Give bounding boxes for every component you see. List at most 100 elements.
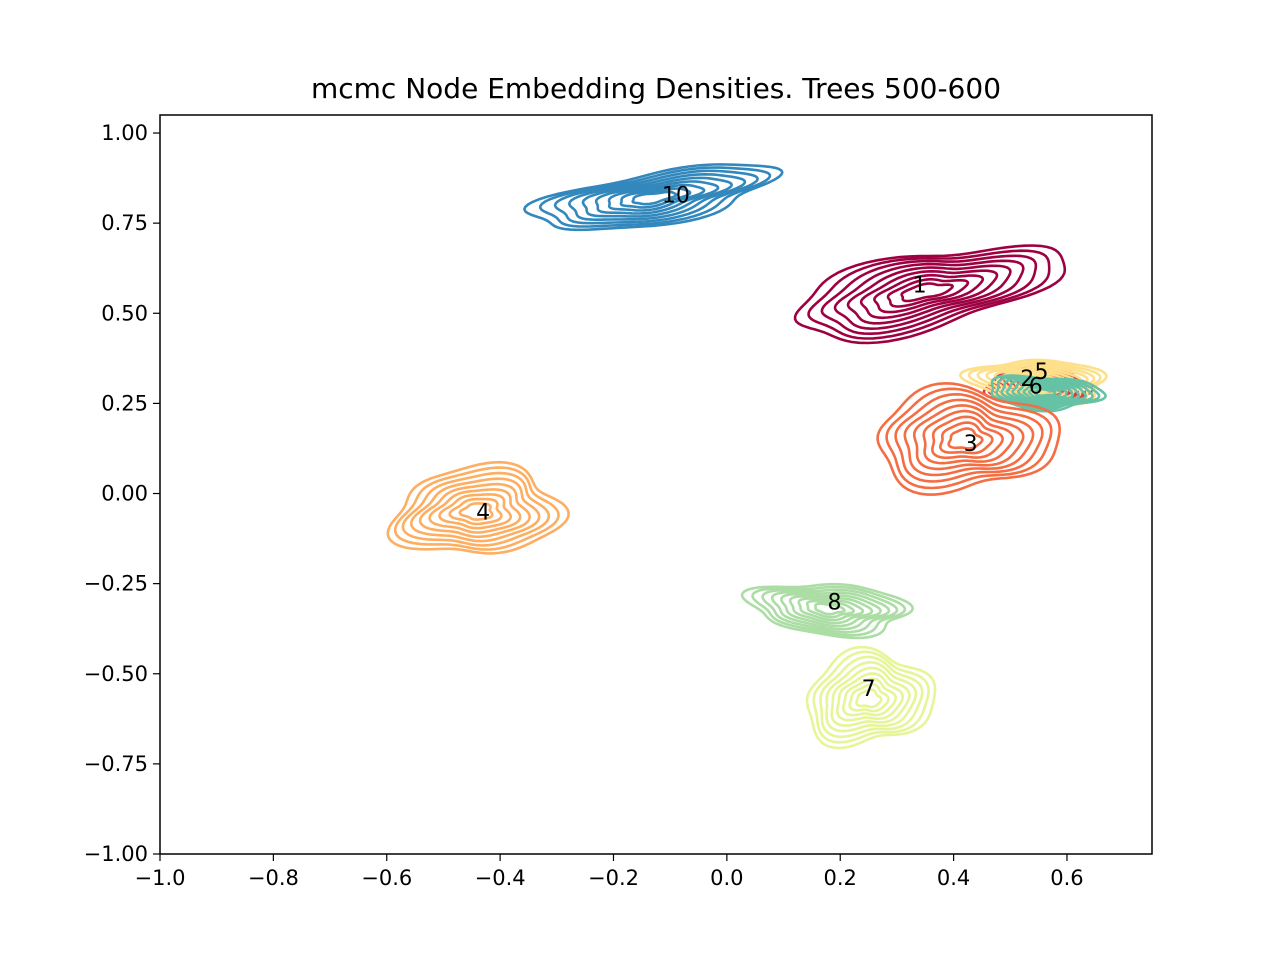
contour-line (1000, 377, 1094, 409)
contour-line (805, 645, 937, 750)
x-tick-label: −0.4 (475, 866, 526, 890)
contour-line (833, 259, 1025, 330)
density-cluster-4 (386, 460, 570, 555)
contour-line (900, 282, 954, 303)
contour-line (568, 173, 747, 221)
cluster-label-5: 5 (1034, 360, 1048, 385)
cluster-label-10: 10 (662, 183, 690, 208)
contour-line (947, 427, 984, 450)
contour-line (793, 244, 1067, 345)
contour-line (393, 466, 560, 551)
density-cluster-6 (990, 374, 1107, 413)
contour-line (894, 393, 1044, 483)
y-tick-label: 1.00 (101, 121, 148, 145)
contour-line (814, 602, 846, 616)
contour-line (458, 502, 494, 521)
contour-line (594, 180, 720, 215)
contour-line (859, 269, 999, 320)
density-cluster-10 (523, 163, 784, 232)
x-tick-label: −0.8 (248, 866, 299, 890)
contour-line (825, 661, 918, 733)
x-tick-label: 0.4 (937, 866, 970, 890)
contour-line (780, 592, 882, 628)
y-tick-label: −0.25 (84, 572, 148, 596)
contour-line (401, 471, 551, 547)
contour-line (386, 460, 570, 555)
contour-line (885, 387, 1053, 490)
y-axis: 1.00 0.75 0.50 0.25 0.00 −0.25 −0.50 −0.75 −1.00 (84, 121, 160, 866)
contour-line (751, 585, 907, 637)
contour-line (830, 666, 911, 727)
contour-line (1017, 382, 1074, 403)
contour-line (990, 374, 1107, 413)
contour-line (855, 688, 883, 709)
contour-line (770, 590, 891, 631)
contour-line (438, 493, 512, 530)
contour-line (812, 650, 930, 744)
contour-line (448, 497, 503, 526)
x-tick-label: 0.6 (1050, 866, 1083, 890)
chart-title: mcmc Node Embedding Densities. Trees 500… (311, 72, 1001, 105)
density-cluster-8 (740, 582, 914, 640)
contour-line (805, 599, 855, 619)
contour-line (922, 409, 1015, 465)
cluster-label-6: 6 (1029, 374, 1043, 399)
axes-frame (159, 114, 1153, 855)
contour-line (761, 588, 899, 634)
y-tick-label: −0.50 (84, 662, 148, 686)
contour-line (409, 477, 541, 543)
y-tick-label: −0.75 (84, 752, 148, 776)
cluster-label-3: 3 (964, 432, 978, 457)
x-axis: −1.0 −0.8 −0.6 −0.4 −0.2 0.0 0.2 0.4 0.6 (135, 854, 1084, 890)
contour-line (876, 382, 1061, 496)
y-tick-label: 0.25 (101, 391, 148, 415)
contour-line (836, 672, 904, 722)
cluster-label-8: 8 (828, 591, 842, 616)
contour-line (797, 597, 865, 622)
contour-group (386, 163, 1108, 750)
contour-line (848, 683, 890, 713)
cluster-label-1: 1 (913, 273, 927, 298)
contour-line (631, 190, 678, 206)
plot-area: 10 1 2 56 3 4 8 7 (386, 163, 1108, 750)
contour-line (939, 421, 994, 455)
density-cluster-7 (805, 645, 937, 750)
contour-line (819, 655, 924, 739)
cluster-label-2: 2 (1020, 367, 1034, 392)
contour-line (1027, 385, 1062, 399)
y-tick-label: −1.00 (84, 842, 148, 866)
contour-line (886, 278, 970, 308)
contour-line (539, 166, 772, 228)
contour-line (523, 163, 784, 232)
density-cluster-3 (876, 382, 1061, 496)
contour-line (788, 595, 874, 625)
contour-line (1022, 384, 1068, 401)
cluster-label-7: 7 (862, 677, 876, 702)
y-tick-label: 0.50 (101, 301, 148, 325)
contour-line (740, 582, 914, 640)
density-cluster-1 (793, 244, 1067, 345)
x-tick-label: 0.2 (824, 866, 857, 890)
contour-line (846, 264, 1012, 325)
x-tick-label: 0.0 (710, 866, 743, 890)
contour-line (807, 249, 1051, 340)
contour-line (903, 398, 1035, 477)
contour-line (912, 404, 1025, 471)
x-tick-label: −0.2 (588, 866, 639, 890)
x-tick-label: −1.0 (135, 866, 186, 890)
contour-line (428, 488, 522, 534)
contour-line (619, 187, 692, 209)
contour-line (931, 415, 1004, 460)
contour-line (581, 176, 733, 218)
y-tick-label: 0.00 (101, 482, 148, 506)
contour-line (1011, 380, 1081, 405)
x-tick-label: −0.6 (361, 866, 412, 890)
contour-line (1005, 378, 1087, 407)
contour-line (820, 254, 1038, 335)
contour-line (995, 375, 1101, 411)
y-tick-label: 0.75 (101, 211, 148, 235)
contour-line (607, 183, 706, 212)
contour-line (842, 677, 897, 717)
